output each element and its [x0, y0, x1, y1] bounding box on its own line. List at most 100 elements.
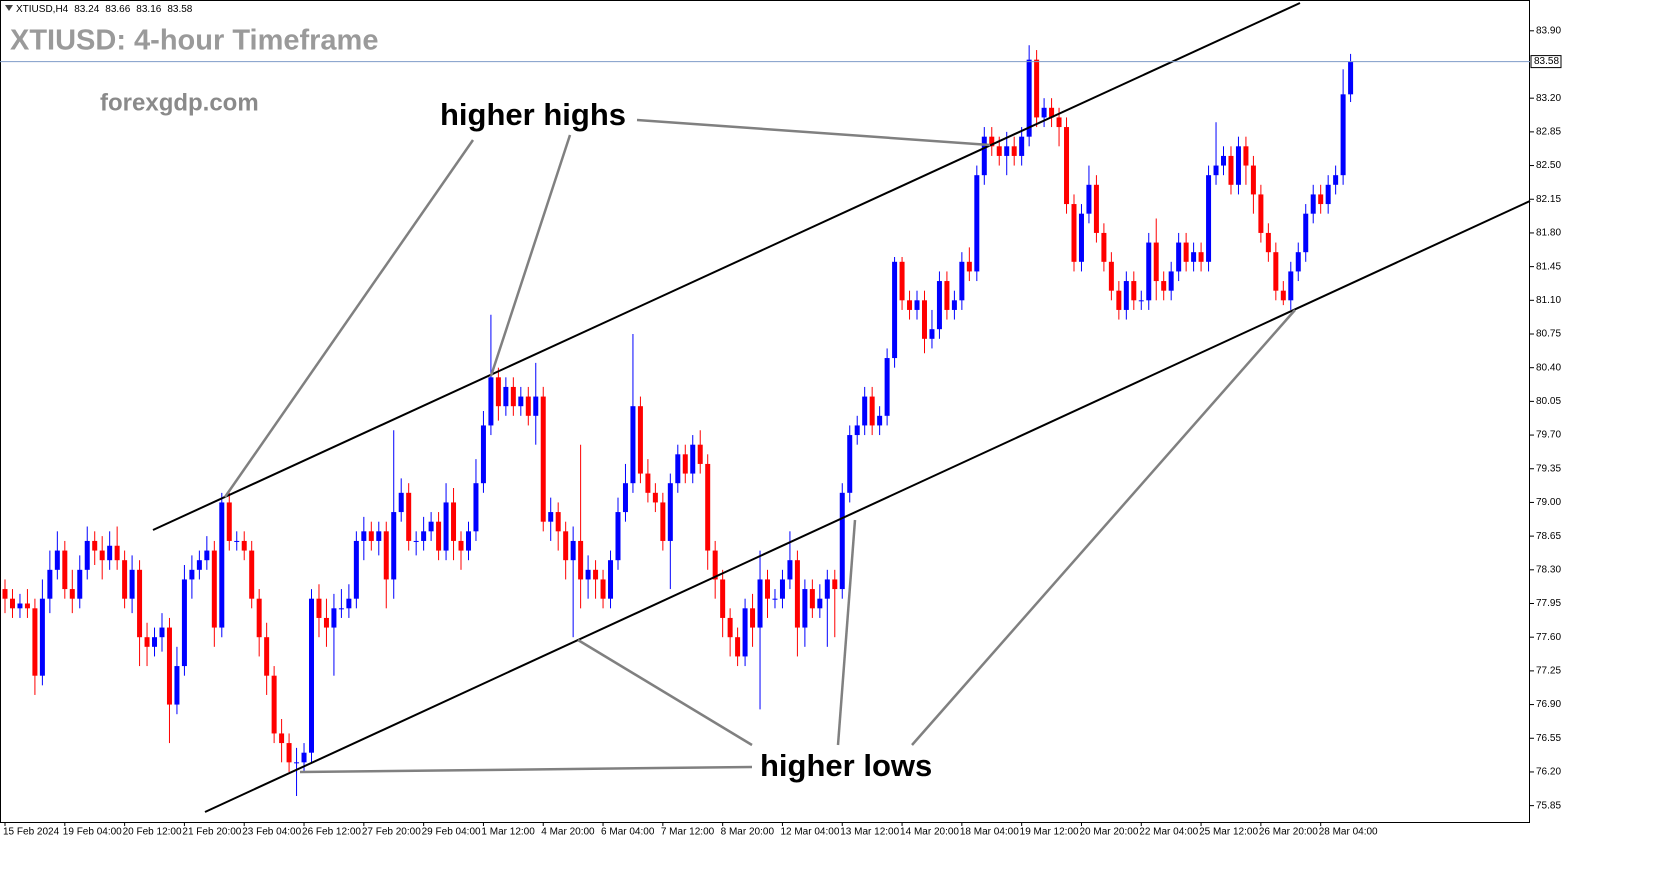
candle-body	[1161, 281, 1167, 291]
y-tick-label: 80.75	[1536, 329, 1561, 340]
candle-body	[331, 608, 337, 628]
candle-body	[17, 603, 23, 609]
candle-body	[705, 463, 711, 551]
candle-body	[1064, 127, 1070, 205]
x-tick-label: 19 Mar 12:00	[1020, 827, 1079, 838]
candle-body	[854, 425, 860, 436]
candle-body	[1183, 242, 1189, 262]
candle-body	[593, 569, 599, 580]
candle-body	[54, 550, 60, 570]
candle-body	[234, 540, 240, 542]
y-tick-label: 81.80	[1536, 228, 1561, 239]
candle-body	[32, 608, 38, 676]
watermark: forexgdp.com	[100, 89, 259, 116]
candle-body	[622, 483, 628, 513]
candle-body	[413, 540, 419, 542]
x-tick-label: 23 Feb 04:00	[242, 827, 301, 838]
x-tick-label: 21 Feb 20:00	[182, 827, 241, 838]
candle-body	[1325, 184, 1331, 205]
y-tick-label: 82.50	[1536, 160, 1561, 171]
candle-body	[196, 560, 202, 570]
leader-line	[636, 118, 991, 147]
symbol-icon	[5, 5, 13, 11]
x-tick-label: 14 Mar 20:00	[900, 827, 959, 838]
leader-line	[489, 134, 572, 377]
y-tick-label: 76.90	[1536, 699, 1561, 710]
candle-body	[839, 492, 845, 590]
y-tick-label: 75.85	[1536, 800, 1561, 811]
candle-body	[936, 281, 942, 330]
y-tick-label: 80.05	[1536, 396, 1561, 407]
candle-body	[1273, 252, 1279, 291]
candle-body	[1168, 271, 1174, 291]
candle-body	[24, 603, 30, 609]
candle-body	[144, 637, 150, 647]
candle-body	[533, 396, 539, 416]
y-tick-label: 82.85	[1536, 127, 1561, 138]
candle-body	[1093, 184, 1099, 233]
candle-body	[548, 512, 554, 522]
candle-body	[465, 531, 471, 551]
candle-body	[39, 598, 45, 676]
price-label: 83.58	[1534, 56, 1559, 67]
candle-body	[966, 261, 972, 272]
candle-body	[907, 300, 913, 310]
x-tick-label: 22 Mar 04:00	[1139, 827, 1198, 838]
candle-body	[563, 531, 569, 561]
candle-body	[1041, 107, 1047, 118]
candle-body	[383, 531, 389, 580]
candle-body	[338, 608, 344, 610]
leader-line	[299, 765, 753, 774]
leader-lines	[223, 118, 1296, 774]
x-tick-label: 13 Mar 12:00	[840, 827, 899, 838]
candle-body	[914, 300, 920, 310]
candle-body	[794, 560, 800, 628]
candle-body	[1049, 107, 1055, 118]
candle-body	[353, 540, 359, 599]
candle-body	[1250, 165, 1256, 195]
candle-body	[62, 550, 68, 590]
candle-body	[181, 579, 187, 667]
upper-channel-line	[152, 2, 1301, 531]
header-value: 83.66	[105, 4, 130, 15]
y-tick-label: 79.00	[1536, 497, 1561, 508]
candle-body	[480, 425, 486, 484]
candle-body	[241, 540, 247, 551]
candle-body	[271, 675, 277, 734]
candle-body	[361, 531, 367, 541]
candle-body	[1138, 300, 1144, 302]
candle-body	[652, 492, 658, 503]
x-tick-label: 28 Mar 04:00	[1319, 827, 1378, 838]
candle-body	[1034, 59, 1040, 118]
x-tick-label: 18 Mar 04:00	[960, 827, 1019, 838]
symbol: XTIUSD,H4	[16, 4, 69, 15]
x-tick-label: 20 Feb 12:00	[123, 827, 182, 838]
candle-body	[989, 136, 995, 147]
candle-body	[398, 492, 404, 513]
candle-body	[1333, 175, 1339, 185]
candle-body	[137, 569, 143, 638]
candle-body	[847, 435, 853, 493]
candle-body	[1303, 213, 1309, 253]
candle-body	[107, 545, 113, 561]
candle-body	[974, 175, 980, 272]
candle-body	[809, 589, 815, 609]
candle-body	[555, 512, 561, 532]
candle-body	[832, 579, 838, 590]
candle-body	[129, 569, 135, 599]
candle-body	[1071, 204, 1077, 262]
candle-body	[159, 627, 165, 638]
candle-body	[84, 540, 90, 570]
candle-body	[211, 550, 217, 628]
x-tick-label: 1 Mar 12:00	[481, 827, 535, 838]
chart-title: XTIUSD: 4-hour Timeframe	[10, 25, 378, 57]
lower-channel-line	[204, 200, 1531, 813]
candle-body	[1228, 155, 1234, 185]
y-tick-label: 77.60	[1536, 632, 1561, 643]
y-tick-label: 77.95	[1536, 598, 1561, 609]
annotation: higher lows	[760, 748, 932, 783]
candle-body	[503, 386, 509, 407]
candle-body	[660, 502, 666, 541]
y-tick-label: 76.20	[1536, 767, 1561, 778]
